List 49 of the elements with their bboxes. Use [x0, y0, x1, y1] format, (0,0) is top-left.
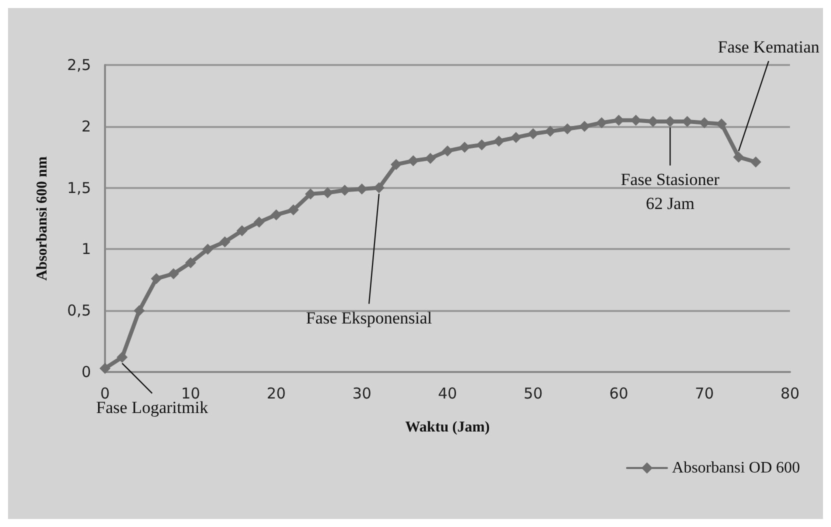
point — [459, 142, 470, 153]
point — [733, 152, 744, 163]
annotation: Fase Kematian — [718, 38, 820, 57]
point — [510, 132, 522, 143]
point — [544, 126, 556, 137]
point — [528, 128, 539, 140]
point — [374, 182, 384, 194]
point — [596, 117, 608, 128]
legend-label: Absorbansi OD 600 — [672, 460, 800, 476]
point — [116, 352, 128, 363]
point — [254, 216, 265, 228]
y-tick-label: 1,5 — [67, 178, 91, 197]
point — [150, 273, 162, 284]
point — [579, 120, 590, 132]
point — [236, 225, 248, 236]
point — [442, 145, 453, 156]
point — [476, 139, 488, 150]
x-tick-label: 80 — [780, 384, 800, 402]
point — [493, 136, 504, 147]
point — [424, 152, 436, 164]
point — [305, 188, 316, 200]
annotation: Fase Eksponensial — [306, 308, 432, 328]
x-axis-title: Waktu (Jam) — [405, 420, 490, 436]
point — [288, 204, 299, 216]
y-tick-label: 1 — [81, 240, 91, 258]
y-axis-title: Absorbansi 600 nm — [34, 156, 50, 281]
x-tick-label: 60 — [609, 384, 628, 402]
x-tick-label: 20 — [266, 384, 286, 402]
point — [168, 268, 179, 280]
point — [750, 156, 762, 168]
annotation: Fase Stasioner 62 Jam — [620, 170, 720, 213]
point — [390, 158, 402, 170]
point — [716, 118, 727, 130]
point — [219, 236, 230, 248]
point — [408, 155, 419, 166]
y-tick-label: 0 — [81, 363, 91, 381]
x-tick-label: 30 — [352, 384, 372, 402]
point — [562, 123, 573, 134]
y-tick-label: 2,5 — [67, 56, 91, 74]
point — [100, 362, 110, 374]
x-tick-label: 70 — [694, 384, 714, 402]
point — [134, 305, 145, 316]
point — [185, 257, 196, 268]
x-tick-label: 40 — [438, 384, 458, 402]
y-tick-label: 2 — [81, 117, 91, 136]
y-tick-label: 0,5 — [67, 302, 91, 320]
point — [270, 209, 282, 220]
point — [202, 244, 214, 255]
x-tick-label: 50 — [524, 384, 543, 402]
